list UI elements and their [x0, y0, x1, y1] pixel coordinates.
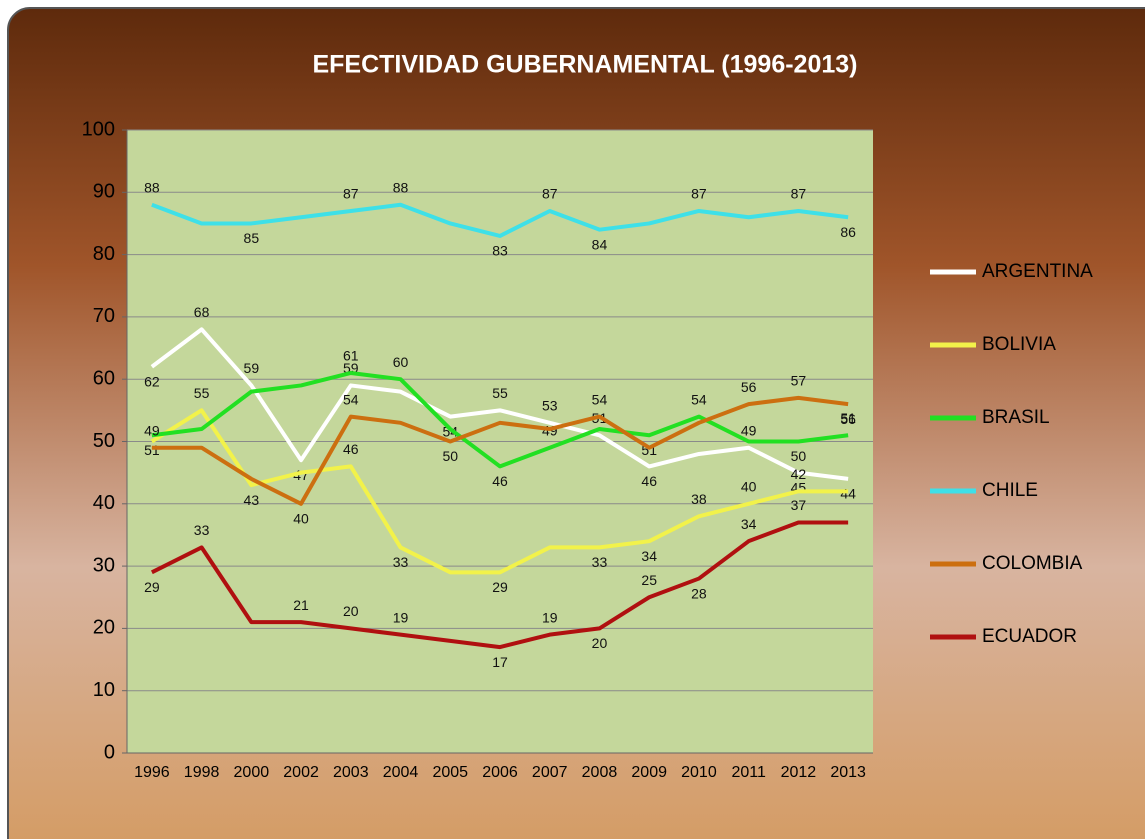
y-tick-label: 60	[93, 367, 115, 389]
data-label: 53	[542, 398, 558, 414]
data-label: 60	[393, 354, 409, 370]
x-tick-label: 2002	[283, 764, 319, 781]
data-label: 50	[442, 448, 458, 464]
data-label: 84	[592, 236, 608, 252]
data-label: 49	[741, 422, 757, 438]
x-tick-label: 2009	[631, 764, 667, 781]
data-label: 87	[791, 186, 807, 202]
legend-label: ECUADOR	[982, 626, 1077, 647]
data-label: 29	[492, 579, 508, 595]
x-tick-label: 2008	[582, 764, 618, 781]
y-tick-label: 10	[93, 679, 115, 701]
x-tick-label: 2005	[432, 764, 468, 781]
y-tick-label: 90	[93, 181, 115, 203]
x-tick-label: 2012	[781, 764, 817, 781]
data-label: 62	[144, 373, 160, 389]
data-label: 33	[393, 554, 409, 570]
data-label: 44	[840, 486, 856, 502]
data-label: 56	[840, 411, 856, 427]
data-label: 28	[691, 585, 707, 601]
data-label: 86	[840, 224, 856, 240]
chart-title: EFECTIVIDAD GUBERNAMENTAL (1996-2013)	[312, 51, 857, 79]
data-label: 29	[144, 579, 160, 595]
y-tick-label: 40	[93, 492, 115, 514]
x-tick-label: 2000	[234, 764, 270, 781]
data-label: 85	[244, 230, 260, 246]
data-label: 87	[343, 186, 359, 202]
series-line	[150, 520, 849, 650]
legend-label: ARGENTINA	[982, 261, 1093, 282]
data-label: 20	[592, 635, 608, 651]
data-label: 87	[542, 186, 558, 202]
data-label: 54	[691, 391, 707, 407]
y-tick-label: 100	[82, 118, 115, 140]
data-label: 83	[492, 243, 508, 259]
data-label: 46	[641, 473, 657, 489]
x-tick-label: 2013	[830, 764, 866, 781]
data-label: 54	[343, 391, 359, 407]
data-label: 55	[492, 385, 508, 401]
data-label: 61	[343, 348, 359, 364]
y-tick-label: 30	[93, 554, 115, 576]
data-label: 19	[393, 609, 409, 625]
data-label: 56	[741, 379, 757, 395]
series-line	[151, 370, 849, 469]
data-label: 54	[592, 391, 608, 407]
data-label: 46	[343, 441, 359, 457]
data-label: 34	[641, 548, 657, 564]
data-label: 59	[244, 360, 260, 376]
data-label: 19	[542, 609, 558, 625]
data-label: 33	[592, 554, 608, 570]
data-label: 40	[741, 479, 757, 495]
legend-label: BRASIL	[982, 407, 1050, 428]
data-label: 20	[343, 603, 359, 619]
data-label: 88	[393, 179, 409, 195]
x-tick-label: 2007	[532, 764, 568, 781]
data-label: 42	[791, 466, 807, 482]
x-tick-label: 2003	[333, 764, 369, 781]
data-label: 40	[293, 511, 309, 527]
y-tick-label: 20	[93, 617, 115, 639]
legend-label: CHILE	[982, 480, 1038, 501]
series-line	[150, 408, 849, 575]
series-line	[151, 202, 849, 238]
legend-label: COLOMBIA	[982, 553, 1083, 574]
data-label: 21	[293, 597, 309, 613]
data-label: 43	[244, 492, 260, 508]
legend-label: BOLIVIA	[982, 334, 1056, 355]
x-tick-label: 2004	[383, 764, 419, 781]
x-tick-label: 1996	[134, 764, 170, 781]
x-tick-label: 2010	[681, 764, 717, 781]
series-line	[150, 327, 849, 481]
y-tick-label: 80	[93, 243, 115, 265]
data-label: 49	[144, 422, 160, 438]
y-tick-label: 50	[93, 430, 115, 452]
x-tick-label: 2006	[482, 764, 518, 781]
x-tick-label: 2011	[731, 764, 766, 781]
y-tick-label: 70	[93, 305, 115, 327]
data-label: 55	[194, 385, 210, 401]
data-label: 57	[791, 373, 807, 389]
y-tick-label: 0	[104, 741, 115, 763]
data-label: 25	[641, 572, 657, 588]
data-label: 38	[691, 491, 707, 507]
data-label: 37	[791, 497, 807, 513]
data-label: 68	[194, 304, 210, 320]
data-label: 34	[741, 516, 757, 532]
x-tick-label: 1998	[184, 764, 220, 781]
data-label: 17	[492, 654, 508, 670]
data-label: 50	[791, 448, 807, 464]
data-label: 88	[144, 179, 160, 195]
data-label: 51	[840, 410, 856, 426]
data-label: 87	[691, 186, 707, 202]
data-label: 46	[492, 473, 508, 489]
data-label: 33	[194, 522, 210, 538]
series-line	[151, 395, 849, 506]
data-label: 51	[144, 442, 160, 458]
